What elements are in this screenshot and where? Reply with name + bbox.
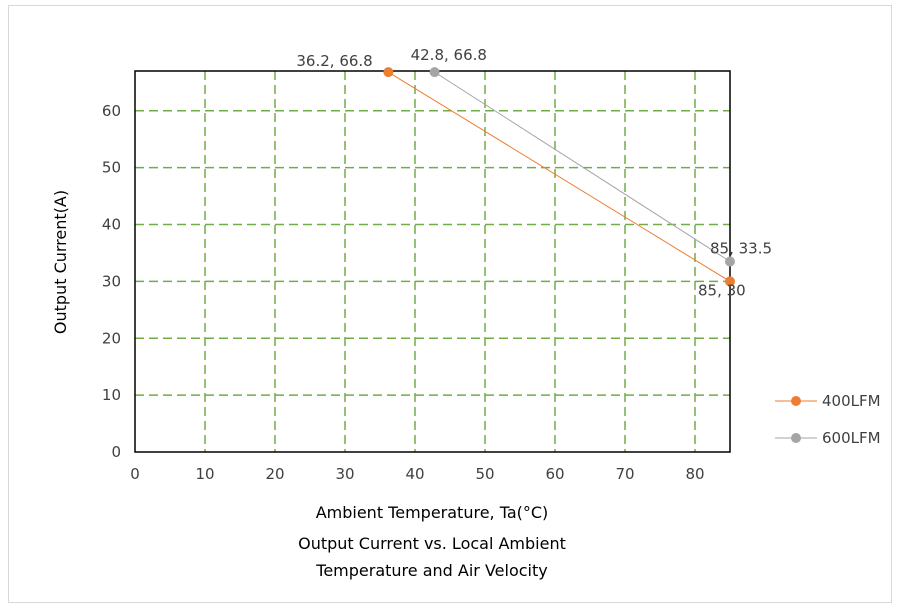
x-tick-label-40: 40 bbox=[405, 465, 424, 483]
x-tick-label-20: 20 bbox=[265, 465, 284, 483]
data-label-400LFM-1: 85, 30 bbox=[698, 281, 746, 299]
y-axis-label: Output Current(A) bbox=[51, 190, 70, 334]
x-axis-label: Ambient Temperature, Ta(°C) bbox=[316, 503, 549, 522]
x-tick-label-0: 0 bbox=[130, 465, 140, 483]
gridlines bbox=[135, 71, 730, 452]
y-tick-label-40: 40 bbox=[102, 216, 121, 234]
x-tick-label-10: 10 bbox=[195, 465, 214, 483]
y-tick-label-50: 50 bbox=[102, 159, 121, 177]
legend: 400LFM 600LFM bbox=[775, 392, 881, 447]
y-tick-label-20: 20 bbox=[102, 329, 121, 347]
data-point-600LFM-0 bbox=[429, 67, 440, 78]
legend-label-400LFM: 400LFM bbox=[822, 392, 881, 410]
y-tick-labels: 0 10 20 30 40 50 60 bbox=[102, 102, 121, 461]
legend-label-600LFM: 600LFM bbox=[822, 429, 881, 447]
data-labels: 36.2, 66.8 85, 30 42.8, 66.8 85, 33.5 bbox=[296, 46, 772, 299]
data-point-400LFM-0 bbox=[383, 67, 394, 78]
series-group bbox=[383, 67, 735, 287]
y-tick-label-30: 30 bbox=[102, 272, 121, 290]
chart-caption-line-2: Temperature and Air Velocity bbox=[315, 561, 547, 580]
series-line-600LFM bbox=[434, 71, 731, 262]
x-tick-label-80: 80 bbox=[685, 465, 704, 483]
data-point-600LFM-1 bbox=[725, 256, 735, 267]
x-tick-label-60: 60 bbox=[545, 465, 564, 483]
data-point-400LFM-1 bbox=[725, 276, 735, 287]
chart-frame bbox=[8, 5, 892, 603]
legend-marker-600LFM bbox=[791, 433, 801, 443]
y-tick-label-0: 0 bbox=[111, 443, 121, 461]
data-label-600LFM-1: 85, 33.5 bbox=[710, 240, 772, 258]
x-tick-label-30: 30 bbox=[335, 465, 354, 483]
y-tick-label-10: 10 bbox=[102, 386, 121, 404]
data-label-600LFM-0: 42.8, 66.8 bbox=[411, 46, 487, 64]
x-tick-labels: 0 10 20 30 40 50 60 70 80 bbox=[130, 465, 704, 483]
x-tick-label-70: 70 bbox=[615, 465, 634, 483]
chart-caption-line-1: Output Current vs. Local Ambient bbox=[298, 534, 566, 553]
legend-marker-400LFM bbox=[791, 396, 801, 406]
x-tick-label-50: 50 bbox=[475, 465, 494, 483]
y-tick-label-60: 60 bbox=[102, 102, 121, 120]
data-label-400LFM-0: 36.2, 66.8 bbox=[296, 52, 372, 70]
series-line-400LFM bbox=[388, 71, 731, 282]
